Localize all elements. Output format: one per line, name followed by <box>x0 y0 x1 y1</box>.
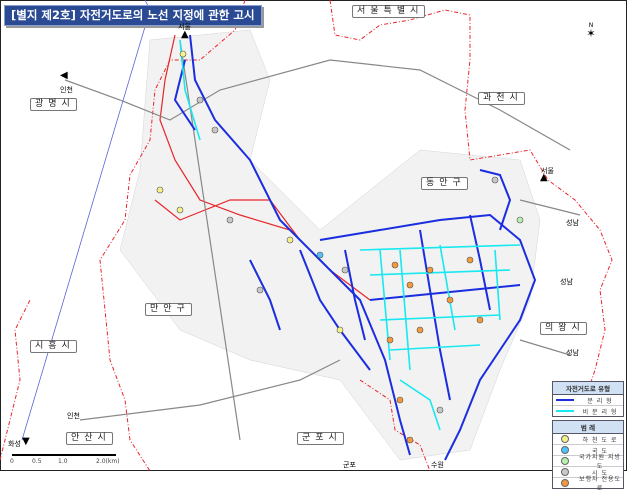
scale-label-0: 0 <box>10 458 14 465</box>
region-label-seoul: 서울특별시 <box>352 5 426 18</box>
legend-label: 분 리 형 <box>587 397 613 405</box>
direction-label-seongnam-1: 성남 <box>566 219 579 227</box>
direction-arrow-icon: ▲ <box>181 29 189 40</box>
direction-label-gunpo: 군포 <box>343 461 356 469</box>
route-type-legend: 자전거도로 유형 분 리 형 비 분 리 형 <box>552 381 624 417</box>
scale-label-0-5: 0.5 <box>32 458 42 465</box>
scale-label-2-0: 2.0(km) <box>96 458 120 465</box>
scale-label-1-0: 1.0 <box>58 458 68 465</box>
region-label-gwangmyeong: 광명시 <box>30 98 77 111</box>
legend-label: 하 천 도 로 <box>582 436 618 444</box>
direction-arrow-icon: ▼ <box>22 436 30 447</box>
direction-label-incheon: 인천 <box>60 86 73 94</box>
legend-row: 국 도 <box>553 445 623 456</box>
non-separated-bike-routes <box>179 39 521 431</box>
urban-area <box>119 29 541 461</box>
region-label-gwacheon: 과천시 <box>478 92 525 105</box>
region-label-gunpo: 군포시 <box>297 432 344 445</box>
legend-label: 국가지원 지방도 <box>578 454 622 470</box>
north-arrow-icon: N ✶ <box>584 22 598 39</box>
direction-label-seoul-east: 서울 <box>541 167 554 175</box>
compass-label: N <box>588 22 594 29</box>
direction-label-seongnam-3: 성남 <box>566 349 579 357</box>
map-legend: 자전거도로 유형 분 리 형 비 분 리 형 범 례 하 천 도 로 국 도 국… <box>552 381 624 492</box>
direction-label-hwaseong: 화성 <box>8 440 21 448</box>
region-label-siheung: 시흥시 <box>30 340 77 353</box>
city-road-marker-icon <box>561 468 569 476</box>
direction-label-incheon-south: 인천 <box>67 412 80 420</box>
marker-legend: 범 례 하 천 도 로 국 도 국가지원 지방도 시 도 보행자 전용도로 <box>552 420 624 492</box>
scale-bar: 0 0.5 1.0 2.0(km) <box>10 452 120 468</box>
direction-label-seongnam-2: 성남 <box>560 278 573 286</box>
route-type-title: 자전거도로 유형 <box>553 382 623 395</box>
region-label-uiwang: 의왕시 <box>540 322 587 335</box>
region-label-manan-gu: 만안구 <box>145 303 192 316</box>
separated-line-icon <box>556 399 574 401</box>
national-road-marker-icon <box>561 446 569 454</box>
direction-arrow-icon: ◀ <box>60 70 68 81</box>
legend-row: 국가지원 지방도 <box>553 454 623 470</box>
region-label-dongan-gu: 동안구 <box>421 177 468 190</box>
river-road-marker-icon <box>561 435 569 443</box>
route-markers <box>156 50 524 444</box>
legend-row: 분 리 형 <box>553 395 623 406</box>
direction-arrow-icon: ▲ <box>540 172 548 183</box>
map-title: [별지 제2호] 자전거도로의 노선 지정에 관한 고시 <box>4 5 262 26</box>
direction-label-seoul: 서울 <box>178 23 191 31</box>
legend-label: 국 도 <box>592 447 608 455</box>
map-canvas <box>0 0 613 471</box>
pedestrian-road-marker-icon <box>561 479 569 487</box>
legend-label: 보행자 전용도로 <box>578 476 622 492</box>
local-road-marker-icon <box>561 457 569 465</box>
legend-title: 범 례 <box>553 421 623 434</box>
non-separated-line-icon <box>556 410 574 412</box>
separated-bike-routes <box>173 34 537 461</box>
legend-row: 보행자 전용도로 <box>553 476 623 492</box>
legend-label: 비 분 리 형 <box>582 408 618 416</box>
region-label-ansan: 안산시 <box>66 432 113 445</box>
legend-row: 하 천 도 로 <box>553 434 623 445</box>
admin-boundaries <box>0 0 613 471</box>
direction-label-suwon: 수원 <box>431 461 444 469</box>
legend-row: 비 분 리 형 <box>553 406 623 416</box>
